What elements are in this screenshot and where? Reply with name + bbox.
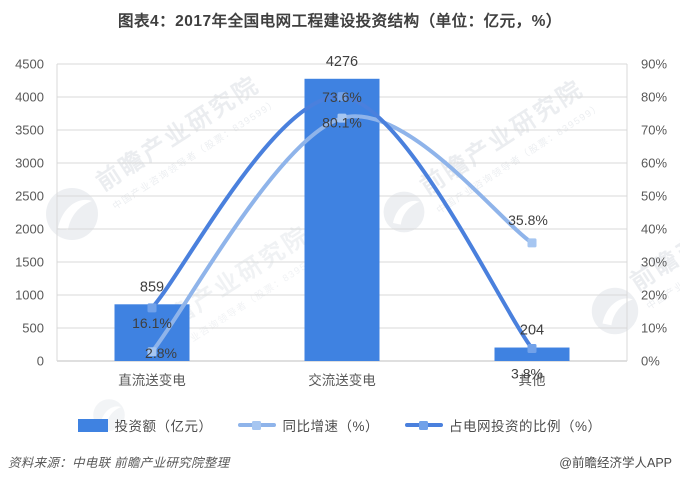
line-data-label: 80.1% (322, 115, 362, 131)
legend-label: 投资额（亿元） (114, 419, 213, 434)
line-series-share-marker (527, 343, 537, 353)
y-axis-tick-label: 0 (37, 354, 44, 369)
line-data-label: 35.8% (508, 212, 548, 228)
legend-marker (252, 420, 262, 430)
line-swatch-icon (238, 420, 277, 430)
legend-item-share: 占电网投资的比例（%） (405, 415, 602, 435)
source-note: 资料来源：中电联 前瞻产业研究院整理 (8, 455, 230, 470)
y-axis-tick-label: 4000 (15, 90, 44, 105)
y2-axis-tick-label: 0% (641, 354, 660, 369)
line-series-yoy-growth-marker (147, 347, 157, 357)
line-series-yoy-growth-marker (527, 238, 537, 248)
y-axis-tick-label: 3500 (15, 123, 44, 138)
y2-axis-tick-label: 20% (641, 288, 667, 303)
y-axis-tick-label: 3000 (15, 156, 44, 171)
y2-axis-tick-label: 90% (641, 57, 667, 72)
y-axis-tick-label: 2000 (15, 222, 44, 237)
legend: 投资额（亿元） 同比增速（%） 占电网投资的比例（%） (0, 412, 680, 438)
line-swatch-icon (405, 420, 443, 430)
y-axis-tick-label: 2500 (15, 189, 44, 204)
line-data-label: 16.1% (132, 315, 172, 331)
category-label: 直流送变电 (118, 373, 186, 388)
chart-title: 图表4：2017年全国电网工程建设投资结构（单位：亿元，%） (118, 13, 562, 30)
credit-note: @前瞻经济学人APP (559, 455, 672, 470)
line-series-yoy-growth-marker (337, 113, 347, 123)
bar (494, 347, 570, 361)
line-series-share-marker (147, 303, 157, 313)
y-axis-tick-label: 1500 (15, 255, 44, 270)
y2-axis-tick-label: 30% (641, 255, 667, 270)
bar-data-label: 204 (520, 323, 544, 339)
category-label: 其他 (519, 373, 546, 388)
legend-label: 占电网投资的比例（%） (449, 419, 602, 434)
legend-label: 同比增速（%） (282, 419, 379, 434)
legend-marker (419, 420, 428, 430)
y2-axis-tick-label: 50% (641, 189, 667, 204)
y-axis-tick-label: 1000 (15, 288, 44, 303)
y-axis-tick-label: 4500 (15, 57, 44, 72)
line-series-share-marker (337, 92, 347, 102)
y2-axis-tick-label: 40% (641, 222, 667, 237)
y2-axis-tick-label: 70% (641, 123, 667, 138)
y2-axis-tick-label: 80% (641, 90, 667, 105)
y-axis-tick-label: 500 (22, 321, 44, 336)
line-data-label: 2.8% (145, 345, 177, 361)
y2-axis-tick-label: 60% (641, 156, 667, 171)
legend-item-investment: 投资额（亿元） (78, 415, 212, 435)
bar-swatch-icon (78, 418, 109, 432)
y2-axis-tick-label: 10% (641, 321, 667, 336)
footer: 资料来源：中电联 前瞻产业研究院整理 @前瞻经济学人APP (8, 451, 672, 471)
legend-item-yoy-growth: 同比增速（%） (238, 415, 379, 435)
line-data-label: 73.6% (322, 89, 362, 105)
bar-data-label: 4276 (326, 54, 358, 70)
line-data-label: 3.8% (511, 365, 543, 381)
category-label: 交流送变电 (308, 372, 376, 388)
bar-data-label: 859 (140, 279, 164, 295)
bar (304, 78, 380, 361)
